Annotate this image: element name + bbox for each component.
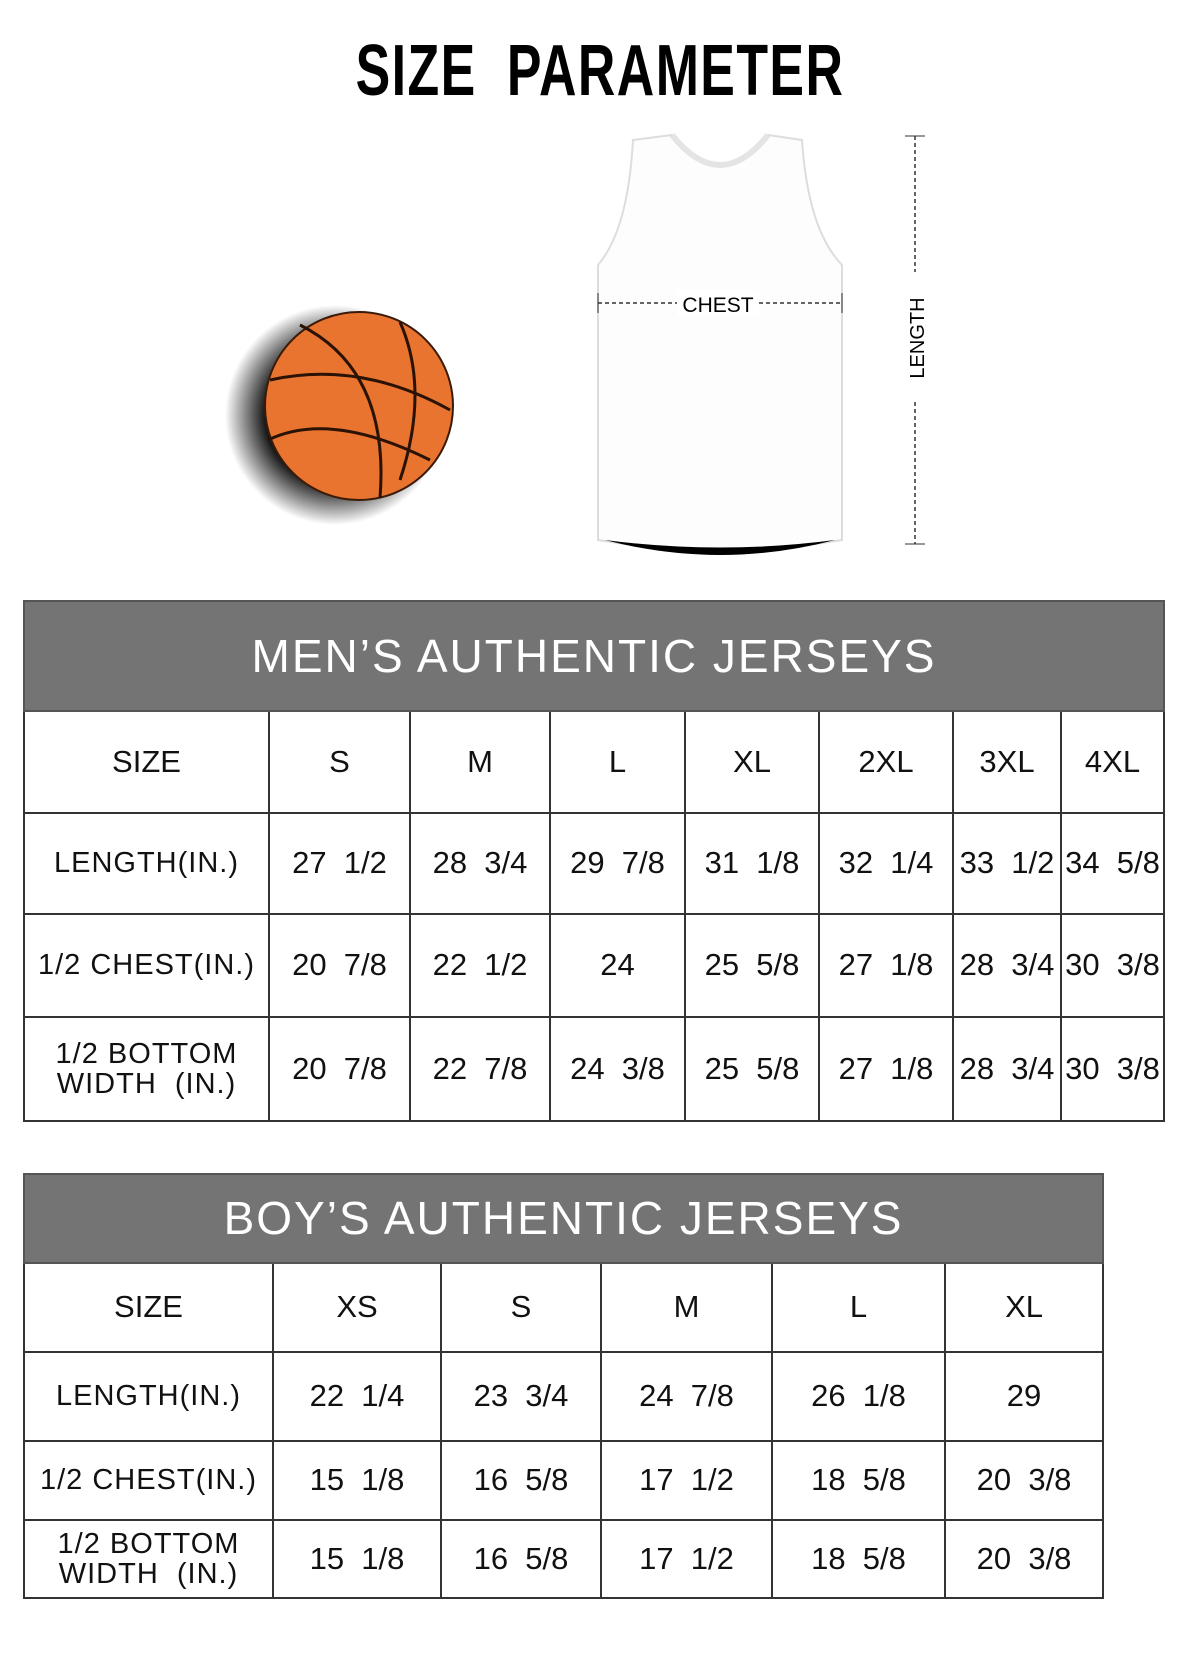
cell: 17 1/2 (600, 1519, 773, 1599)
cell: 22 1/2 (409, 913, 551, 1018)
size-header: SIZE (23, 1262, 274, 1353)
cell: 22 1/4 (272, 1351, 442, 1442)
cell: 18 5/8 (771, 1519, 946, 1599)
boys-size-row: SIZE XS S M L XL (23, 1262, 1105, 1353)
cell: 24 7/8 (600, 1351, 773, 1442)
cell: 23 3/4 (440, 1351, 602, 1442)
size-col: L (549, 710, 686, 814)
cell: 17 1/2 (600, 1440, 773, 1521)
cell: 16 5/8 (440, 1440, 602, 1521)
length-indicator: LENGTH (903, 135, 929, 545)
size-col: 3XL (952, 710, 1062, 814)
table-row: 1/2 CHEST(IN.) 15 1/8 16 5/8 17 1/2 18 5… (23, 1440, 1105, 1521)
table-row: LENGTH(IN.) 27 1/2 28 3/4 29 7/8 31 1/8 … (23, 812, 1165, 915)
table-row: 1/2 CHEST(IN.) 20 7/8 22 1/2 24 25 5/8 2… (23, 913, 1165, 1018)
length-label: LENGTH (907, 297, 929, 378)
boys-table-title: BOY’S AUTHENTIC JERSEYS (22, 1173, 1105, 1264)
mens-size-table: MEN’S AUTHENTIC JERSEYS SIZE S M L XL 2X… (23, 600, 1165, 1122)
size-col: 4XL (1060, 710, 1165, 814)
size-col: L (771, 1262, 946, 1353)
cell: 30 3/8 (1060, 1016, 1165, 1122)
mens-size-row: SIZE S M L XL 2XL 3XL 4XL (23, 710, 1165, 814)
cell: 24 (549, 913, 686, 1018)
cell: 32 1/4 (818, 812, 954, 915)
cell: 20 3/8 (943, 1519, 1105, 1599)
row-label: 1/2 CHEST(IN.) (23, 913, 270, 1018)
size-header: SIZE (23, 710, 270, 814)
size-col: S (440, 1262, 602, 1353)
chest-label: CHEST (682, 294, 753, 317)
cell: 16 5/8 (440, 1519, 602, 1599)
size-col: 2XL (818, 710, 954, 814)
cell: 27 1/8 (818, 1016, 954, 1122)
page-title: SIZE PARAMETER (355, 31, 845, 111)
cell: 31 1/8 (684, 812, 820, 915)
row-label: 1/2 BOTTOM WIDTH (IN.) (23, 1519, 274, 1599)
cell: 15 1/8 (272, 1440, 442, 1521)
size-col: S (268, 710, 411, 814)
cell: 20 7/8 (268, 1016, 411, 1122)
cell: 27 1/8 (818, 913, 954, 1018)
cell: 28 3/4 (952, 913, 1062, 1018)
row-label: LENGTH(IN.) (23, 812, 270, 915)
cell: 20 7/8 (268, 913, 411, 1018)
cell: 25 5/8 (684, 913, 820, 1018)
table-row: LENGTH(IN.) 22 1/4 23 3/4 24 7/8 26 1/8 … (23, 1351, 1105, 1442)
cell: 33 1/2 (952, 812, 1062, 915)
size-diagram: CHEST LENGTH (225, 133, 929, 555)
mens-table-title: MEN’S AUTHENTIC JERSEYS (23, 600, 1165, 712)
cell: 27 1/2 (268, 812, 411, 915)
cell: 29 7/8 (549, 812, 686, 915)
cell: 28 3/4 (409, 812, 551, 915)
jersey-icon: CHEST (597, 133, 843, 555)
cell: 22 7/8 (409, 1016, 551, 1122)
cell: 30 3/8 (1060, 913, 1165, 1018)
table-row: 1/2 BOTTOM WIDTH (IN.) 20 7/8 22 7/8 24 … (23, 1016, 1165, 1122)
cell: 29 (943, 1351, 1105, 1442)
cell: 25 5/8 (684, 1016, 820, 1122)
cell: 15 1/8 (272, 1519, 442, 1599)
row-label: 1/2 BOTTOM WIDTH (IN.) (23, 1016, 270, 1122)
size-col: XL (684, 710, 820, 814)
cell: 24 3/8 (549, 1016, 686, 1122)
cell: 20 3/8 (943, 1440, 1105, 1521)
cell: 34 5/8 (1060, 812, 1165, 915)
size-col: XS (272, 1262, 442, 1353)
size-col: XL (943, 1262, 1105, 1353)
row-label: 1/2 CHEST(IN.) (23, 1440, 274, 1521)
cell: 28 3/4 (952, 1016, 1062, 1122)
table-row: 1/2 BOTTOM WIDTH (IN.) 15 1/8 16 5/8 17 … (23, 1519, 1105, 1599)
basketball-icon (225, 305, 454, 525)
row-label: LENGTH(IN.) (23, 1351, 274, 1442)
boys-size-table: BOY’S AUTHENTIC JERSEYS SIZE XS S M L XL… (22, 1173, 1105, 1599)
cell: 18 5/8 (771, 1440, 946, 1521)
size-col: M (600, 1262, 773, 1353)
size-col: M (409, 710, 551, 814)
cell: 26 1/8 (771, 1351, 946, 1442)
